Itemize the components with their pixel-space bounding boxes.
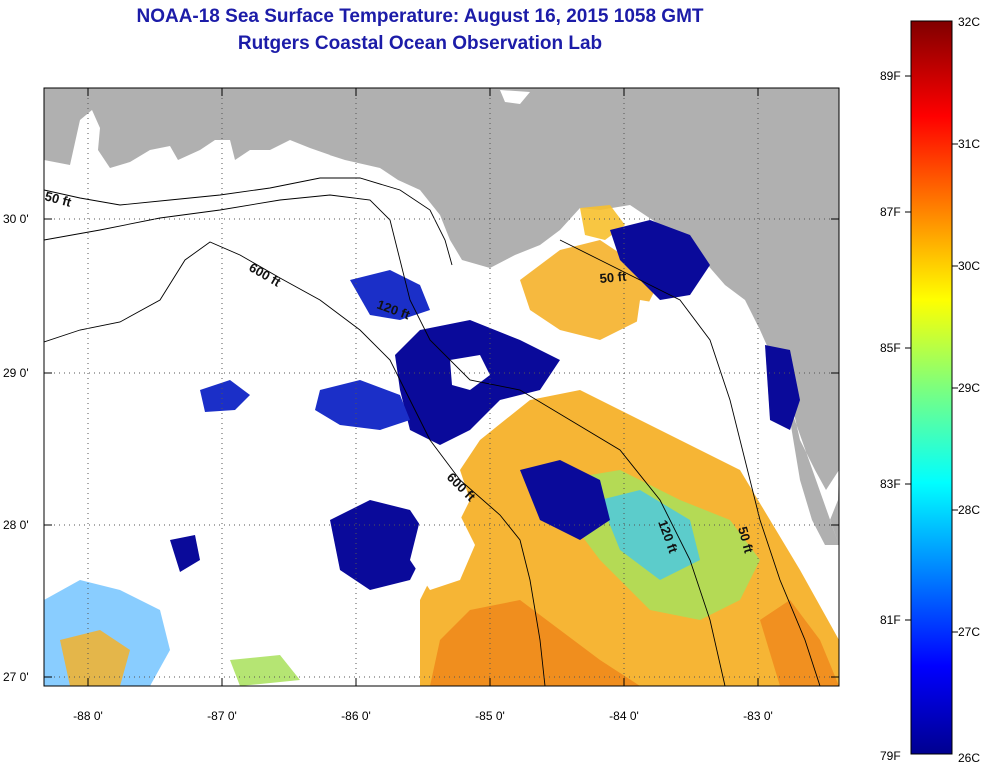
- sst-cold-patch: [350, 270, 430, 320]
- colorbar-c-label: 29C: [958, 381, 980, 395]
- colorbar-c-label: 28C: [958, 503, 980, 517]
- sst-hot-patch: [760, 600, 839, 686]
- colorbar-c-label: 30C: [958, 259, 980, 273]
- cloud-gap: [630, 300, 750, 440]
- contour-120ft: [44, 194, 726, 686]
- lat-tick-label: 29 0': [3, 366, 29, 380]
- sst-cold-patch: [315, 380, 410, 430]
- lon-tick-label: -86 0': [341, 709, 371, 723]
- colorbar-c-label: 26C: [958, 751, 980, 765]
- cloud-gap: [410, 515, 475, 590]
- colorbar-c-label: 32C: [958, 15, 980, 29]
- map-frame: [43, 87, 840, 687]
- colorbar-c-label: 31C: [958, 137, 980, 151]
- lon-tick-label: -83 0': [743, 709, 773, 723]
- bay: [44, 110, 330, 186]
- colorbar-f-label: 85F: [880, 341, 901, 355]
- sst-cold-patch: [610, 220, 710, 300]
- lon-tick-label: -84 0': [609, 709, 639, 723]
- sst-mixed-patch: [230, 655, 300, 686]
- sst-hot-patch: [430, 600, 640, 686]
- sst-cyan-band: [600, 490, 700, 580]
- contour-50ft-east: [559, 239, 821, 686]
- map-subtitle: Rutgers Coastal Ocean Observation Lab: [237, 33, 603, 54]
- colorbar-f-label: 81F: [880, 613, 901, 627]
- axis-ticks: [44, 88, 839, 686]
- contour-600ft-west: [44, 241, 546, 686]
- colorbar-gradient: [910, 20, 953, 755]
- sst-mixed-patch: [60, 630, 130, 686]
- land-panhandle: [44, 88, 839, 545]
- sst-cold-patch: [200, 380, 250, 412]
- colorbar-f-label: 83F: [880, 477, 901, 491]
- bay: [500, 90, 530, 104]
- sst-cold-patch: [330, 500, 430, 590]
- sst-cold-patch: [170, 535, 200, 572]
- colorbar: 89F 87F 85F 83F 81F 79F 32C 31C 30C 29C …: [880, 15, 980, 765]
- lon-tick-label: -87 0': [207, 709, 237, 723]
- contour-50ft-west: [44, 177, 453, 266]
- map-title: NOAA-18 Sea Surface Temperature: August …: [136, 6, 704, 27]
- contour-label: 50 ft: [599, 269, 628, 286]
- lat-tick-label: 27 0': [3, 670, 29, 684]
- sst-cold-patch: [765, 345, 800, 430]
- lon-tick-label: -85 0': [475, 709, 505, 723]
- lat-tick-label: 30 0': [3, 212, 29, 226]
- colorbar-f-label: 89F: [880, 69, 901, 83]
- lon-tick-label: -88 0': [73, 709, 103, 723]
- colorbar-f-label: 79F: [880, 749, 901, 763]
- contour-label: 50 ft: [43, 188, 73, 210]
- contour-label: 50 ft: [735, 525, 757, 555]
- colorbar-c-label: 27C: [958, 625, 980, 639]
- colorbar-f-label: 87F: [880, 205, 901, 219]
- sst-cold-patch: [520, 460, 610, 540]
- lat-tick-label: 28 0': [3, 518, 29, 532]
- map-plot-area: 50 ft 600 ft 120 ft 600 ft 50 ft 120 ft …: [43, 88, 839, 686]
